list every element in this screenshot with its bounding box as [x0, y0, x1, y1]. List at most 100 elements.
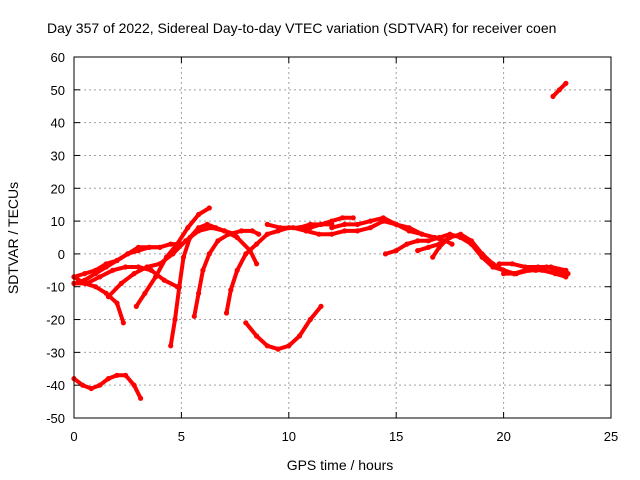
- data-point: [146, 244, 152, 250]
- data-point: [82, 277, 88, 283]
- data-point: [447, 234, 453, 241]
- data-point: [342, 221, 348, 227]
- data-point: [468, 238, 474, 244]
- data-point: [133, 303, 139, 309]
- data-point: [92, 284, 99, 290]
- data-point: [196, 225, 202, 231]
- data-series: [71, 80, 571, 401]
- data-point: [142, 290, 148, 296]
- data-point: [550, 93, 556, 99]
- data-point: [238, 228, 245, 234]
- data-point: [415, 248, 421, 254]
- data-point: [490, 261, 496, 267]
- data-point: [200, 267, 206, 273]
- data-point: [339, 215, 346, 221]
- y-axis-ticks: -50 -40 -30 -20 -10 0 10 20 30 40 50 60: [46, 50, 611, 426]
- data-point: [425, 238, 431, 244]
- data-point: [296, 333, 303, 339]
- series-line-arc-6: [134, 206, 212, 309]
- data-point: [303, 228, 309, 234]
- data-point: [350, 215, 356, 221]
- data-point: [157, 244, 163, 250]
- data-point: [105, 376, 111, 382]
- data-point: [563, 274, 569, 280]
- data-point: [382, 251, 389, 257]
- data-point: [82, 271, 88, 277]
- data-point: [135, 248, 141, 254]
- data-point: [234, 267, 240, 273]
- data-point: [275, 346, 281, 352]
- data-point: [221, 228, 227, 234]
- data-point: [522, 264, 528, 270]
- data-point: [563, 80, 569, 86]
- y-tick-label: 10: [51, 214, 65, 229]
- data-point: [367, 225, 373, 231]
- y-tick-label: -40: [46, 378, 65, 393]
- data-point: [172, 316, 178, 323]
- data-point: [254, 261, 260, 267]
- data-point: [213, 225, 219, 231]
- data-point: [168, 343, 174, 349]
- data-point: [125, 251, 131, 257]
- data-point: [180, 254, 187, 260]
- data-point: [443, 238, 449, 244]
- y-tick-label: 40: [51, 116, 65, 131]
- data-point: [307, 316, 313, 323]
- data-point: [118, 280, 124, 286]
- data-point: [92, 267, 99, 273]
- data-point: [144, 264, 150, 270]
- data-point: [354, 228, 361, 234]
- data-point: [380, 215, 386, 221]
- data-point: [563, 267, 569, 273]
- data-point: [296, 225, 303, 231]
- data-point: [228, 287, 234, 293]
- y-axis-label: SDTVAR / TECUs: [5, 182, 21, 294]
- data-point: [97, 274, 103, 280]
- x-tick-label: 15: [389, 429, 403, 444]
- data-point: [316, 231, 322, 237]
- x-tick-label: 20: [496, 429, 510, 444]
- data-point: [556, 87, 563, 93]
- data-point: [479, 251, 485, 257]
- data-point: [342, 228, 348, 234]
- data-point: [419, 231, 425, 237]
- data-point: [329, 225, 335, 231]
- data-point: [393, 221, 399, 227]
- data-point: [496, 261, 502, 267]
- x-tick-label: 5: [178, 429, 185, 444]
- data-point: [196, 211, 202, 218]
- data-point: [406, 228, 412, 234]
- data-point: [430, 254, 436, 260]
- data-point: [120, 320, 126, 326]
- data-point: [290, 225, 296, 231]
- data-point: [254, 241, 260, 247]
- data-point: [526, 267, 533, 273]
- data-point: [176, 284, 182, 290]
- data-point: [243, 251, 249, 257]
- data-point: [114, 257, 120, 264]
- y-tick-label: 30: [51, 148, 65, 163]
- data-point: [204, 221, 210, 227]
- x-axis-label: GPS time / hours: [287, 457, 394, 473]
- data-point: [286, 343, 292, 349]
- data-point: [329, 231, 335, 237]
- data-point: [318, 221, 324, 227]
- series-line-arc-13: [329, 215, 446, 243]
- data-point: [226, 231, 232, 237]
- data-point: [254, 333, 260, 339]
- data-point: [318, 303, 324, 309]
- x-axis-ticks: 0 5 10 15 20 25: [70, 57, 618, 444]
- data-point: [393, 248, 399, 254]
- data-point: [114, 372, 120, 378]
- x-tick-label: 10: [282, 429, 296, 444]
- series-line-arc-10: [243, 304, 323, 352]
- series-line-arc-9: [224, 222, 334, 315]
- data-point: [243, 320, 249, 326]
- data-point: [88, 385, 94, 392]
- data-point: [436, 234, 442, 241]
- data-point: [187, 234, 193, 241]
- data-point: [552, 271, 558, 277]
- data-point: [103, 261, 109, 267]
- y-tick-label: 20: [51, 181, 65, 196]
